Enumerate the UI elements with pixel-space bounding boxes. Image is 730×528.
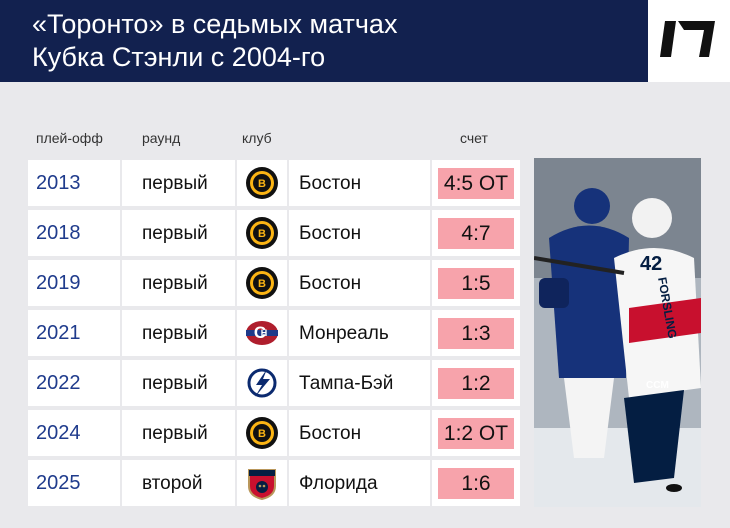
row-round: первый (142, 173, 208, 194)
row-score: 1:2 (461, 372, 491, 395)
title-line-2: Кубка Стэнли с 2004-го (32, 42, 326, 72)
hockey-photo-illustration: FORSLING 42 CCM (534, 158, 701, 507)
score-badge: 4:5 ОТ (438, 168, 514, 199)
media-brand-logo-icon (660, 21, 715, 57)
row-club: Бостон (299, 423, 362, 444)
svg-text:B: B (258, 178, 266, 190)
score-badge: 1:6 (438, 468, 514, 499)
boston-bruins-logo-icon: B (246, 417, 278, 449)
column-header-playoff: плей-офф (36, 130, 103, 146)
page-title: «Торонто» в седьмых матчах Кубка Стэнли … (32, 8, 397, 74)
svg-text:C: C (254, 323, 266, 342)
svg-text:B: B (258, 428, 266, 440)
row-year: 2025 (36, 472, 81, 494)
row-score: 1:2 ОТ (443, 422, 509, 445)
table-row: 2024 первый B Бостон 1:2 ОТ (28, 410, 520, 456)
column-header-round: раунд (142, 130, 181, 146)
row-club: Бостон (299, 173, 362, 194)
row-round: первый (142, 423, 208, 444)
brand-logo (648, 0, 730, 82)
helmet-brand: CCM (646, 380, 669, 391)
row-score: 1:6 (461, 472, 491, 495)
row-year: 2022 (36, 372, 81, 394)
row-club: Флорида (299, 473, 378, 494)
column-header-club: клуб (242, 130, 272, 146)
row-club: Бостон (299, 223, 362, 244)
boston-bruins-logo-icon: B (246, 267, 278, 299)
score-badge: 1:2 ОТ (438, 418, 514, 449)
tampa-bay-lightning-logo-icon (247, 368, 277, 398)
row-round: первый (142, 373, 208, 394)
row-round: первый (142, 323, 208, 344)
row-round: первый (142, 273, 208, 294)
jersey-number: 42 (640, 253, 662, 275)
table-row: 2013 первый B Бостон 4:5 ОТ (28, 160, 520, 206)
row-club: Монреаль (299, 323, 389, 344)
row-score: 1:3 (461, 322, 491, 345)
hockey-players-photo: FORSLING 42 CCM (534, 158, 701, 507)
title-line-1: «Торонто» в седьмых матчах (32, 9, 398, 39)
row-score: 4:5 ОТ (443, 172, 509, 195)
row-club: Бостон (299, 273, 362, 294)
florida-panthers-logo-icon (248, 469, 276, 500)
row-round: второй (142, 473, 203, 494)
score-badge: 1:5 (438, 268, 514, 299)
row-round: первый (142, 223, 208, 244)
table-row: 2019 первый B Бостон 1:5 (28, 260, 520, 306)
row-year: 2024 (36, 422, 81, 444)
table-row: 2018 первый B Бостон 4:7 (28, 210, 520, 256)
row-club: Тампа-Бэй (299, 373, 394, 394)
row-year: 2018 (36, 222, 81, 244)
boston-bruins-logo-icon: B (246, 167, 278, 199)
score-badge: 1:3 (438, 318, 514, 349)
row-year: 2013 (36, 172, 81, 194)
score-badge: 4:7 (438, 218, 514, 249)
row-score: 1:5 (461, 272, 491, 295)
svg-text:B: B (258, 228, 266, 240)
score-badge: 1:2 (438, 368, 514, 399)
svg-text:H: H (261, 328, 268, 338)
table-row: 2021 первый C H Монреаль 1:3 (28, 310, 520, 356)
boston-bruins-logo-icon: B (246, 217, 278, 249)
montreal-canadiens-logo-icon: C H (246, 321, 278, 345)
row-year: 2021 (36, 322, 81, 344)
header-banner: «Торонто» в седьмых матчах Кубка Стэнли … (0, 0, 730, 82)
column-header-score: счет (460, 130, 488, 146)
row-score: 4:7 (461, 222, 491, 245)
table-row: 2022 первый Тампа-Бэй 1:2 (28, 360, 520, 406)
table-row: 2025 второй Флорида 1:6 (28, 460, 520, 506)
row-year: 2019 (36, 272, 81, 294)
svg-text:B: B (258, 278, 266, 290)
